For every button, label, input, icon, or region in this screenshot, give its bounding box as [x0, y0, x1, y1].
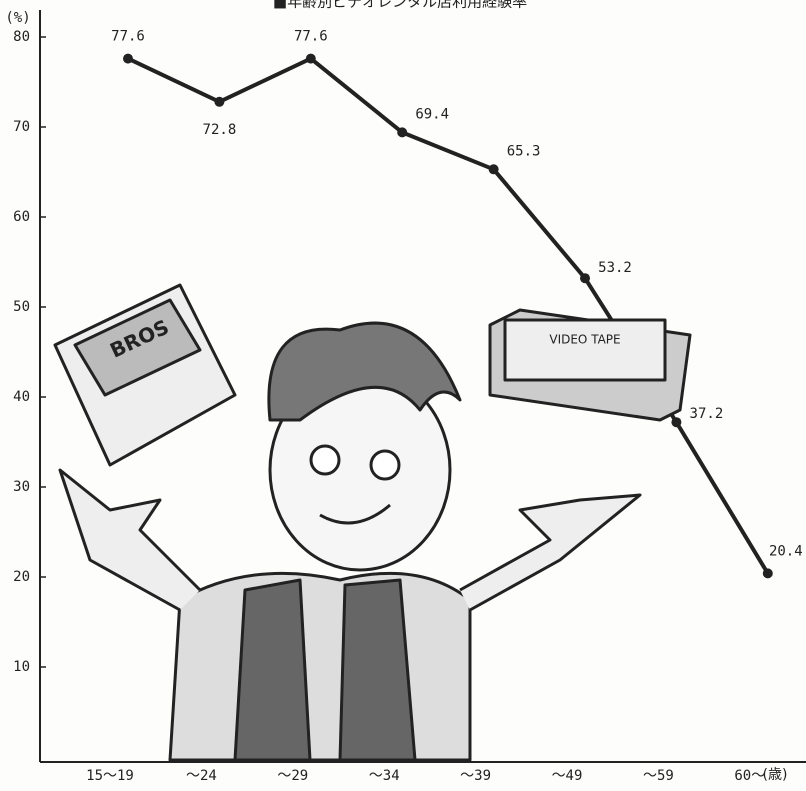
point	[214, 97, 224, 107]
y-tick-label: 20	[13, 569, 30, 585]
point	[671, 417, 681, 427]
point	[489, 164, 499, 174]
y-tick-label: 70	[13, 119, 30, 135]
chart-title: ■年齢別ビデオレンタル店利用経験率	[273, 0, 527, 11]
y-tick-label: 50	[13, 299, 30, 315]
y-tick-label: 40	[13, 389, 30, 405]
point	[397, 127, 407, 137]
value-label: 37.2	[690, 406, 724, 422]
value-label: 77.6	[111, 29, 145, 45]
x-tick-label: 〜39	[460, 768, 491, 784]
y-unit: (%)	[5, 10, 30, 26]
x-tick-label: 〜49	[552, 768, 583, 784]
x-tick-label: 〜24	[186, 768, 217, 784]
eye-left	[311, 446, 339, 474]
value-label: 53.2	[598, 260, 632, 276]
point	[763, 568, 773, 578]
shirt	[170, 573, 470, 760]
x-tick-label: 〜29	[277, 768, 308, 784]
value-label: 20.4	[769, 543, 803, 559]
x-tick-label: 60〜	[734, 768, 765, 784]
tape-text: VIDEO TAPE	[549, 333, 620, 347]
eye-right	[371, 451, 399, 479]
value-label: 65.3	[507, 143, 541, 159]
x-tick-label: 〜59	[643, 768, 674, 784]
value-label: 77.6	[294, 29, 328, 45]
tape-label	[505, 320, 665, 380]
value-label: 72.8	[203, 122, 237, 138]
chart: ■年齢別ビデオレンタル店利用経験率 (%) (歳) BROS VIDEO TAP…	[0, 0, 806, 791]
x-unit: (歳)	[763, 767, 788, 783]
y-tick-label: 10	[13, 659, 30, 675]
value-label: 69.4	[415, 106, 449, 122]
y-tick-label: 80	[13, 29, 30, 45]
y-tick-label: 60	[13, 209, 30, 225]
point	[123, 54, 133, 64]
x-tick-label: 〜34	[369, 768, 400, 784]
x-tick-label: 15〜19	[86, 768, 134, 784]
point	[580, 273, 590, 283]
point	[306, 54, 316, 64]
y-tick-label: 30	[13, 479, 30, 495]
